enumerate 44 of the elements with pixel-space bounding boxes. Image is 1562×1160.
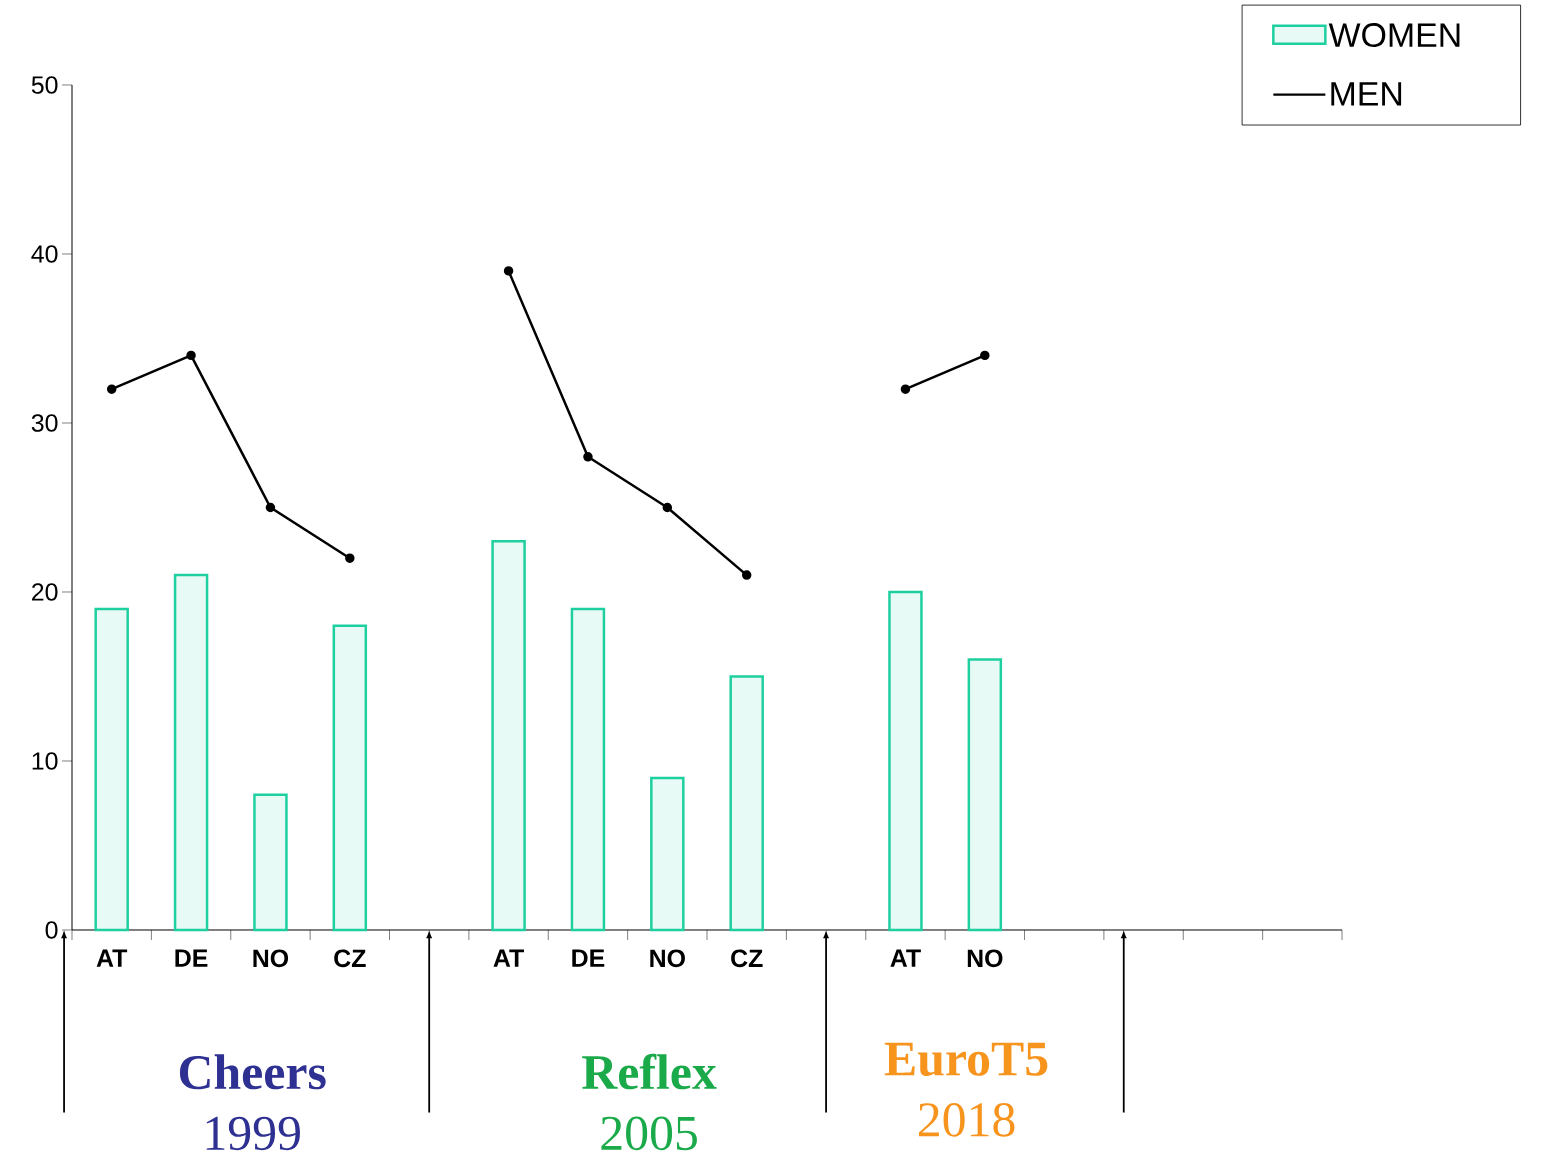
- x-tick-label: NO: [253, 949, 289, 968]
- text: 2018: [918, 1103, 1015, 1137]
- x-tick-label: AT: [493, 949, 524, 967]
- y-tick-label: 20: [32, 583, 58, 601]
- y-tick-label: 40: [31, 245, 58, 263]
- bar: [570, 607, 606, 932]
- bar: [94, 607, 129, 932]
- bar: [650, 776, 685, 932]
- y-tick-label: 30: [31, 414, 58, 432]
- bar: [332, 624, 368, 932]
- bar: [729, 675, 764, 932]
- x-tick-label: NO: [650, 949, 685, 968]
- text: Reflex: [582, 1053, 717, 1090]
- point: [900, 384, 911, 394]
- text: 1999: [206, 1116, 300, 1151]
- x-tick-label: NO: [967, 949, 1003, 968]
- y-tick-label: 0: [45, 921, 58, 939]
- point: [265, 502, 276, 513]
- legend-label: WOMEN: [1328, 23, 1460, 48]
- text: Cheers: [179, 1054, 326, 1090]
- y-tick-label: 50: [31, 76, 58, 94]
- x-tick-label: DE: [572, 949, 605, 967]
- point: [345, 553, 355, 563]
- bar: [253, 793, 288, 932]
- point: [980, 350, 990, 361]
- bar: [173, 573, 209, 932]
- point: [662, 502, 673, 513]
- text: EuroT5: [884, 1042, 1048, 1076]
- x-tick-label: CZ: [731, 949, 763, 968]
- bar: [491, 540, 526, 932]
- y-tick-label: 10: [32, 752, 58, 770]
- point: [186, 350, 196, 361]
- legend-label: MEN: [1331, 82, 1402, 106]
- point: [741, 570, 752, 580]
- point: [106, 384, 117, 394]
- x-tick-label: CZ: [334, 949, 366, 968]
- x-tick-label: DE: [175, 949, 208, 967]
- x-tick-label: AT: [96, 949, 128, 967]
- x-tick-label: AT: [890, 949, 921, 967]
- point: [503, 266, 514, 276]
- point: [583, 452, 593, 462]
- bar: [967, 658, 1003, 932]
- text: 2005: [601, 1116, 697, 1151]
- bar: [888, 590, 923, 932]
